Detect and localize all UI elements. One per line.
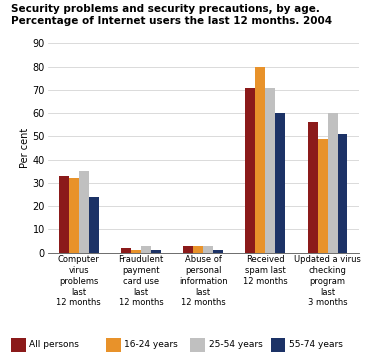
Bar: [79, 171, 89, 253]
Bar: [121, 248, 131, 253]
Bar: [318, 139, 328, 253]
Text: 55-74 years: 55-74 years: [289, 340, 343, 348]
Bar: [151, 251, 161, 253]
Bar: [59, 176, 69, 253]
Text: Security problems and security precautions, by age.: Security problems and security precautio…: [11, 4, 320, 14]
Bar: [246, 87, 255, 253]
Bar: [337, 134, 347, 253]
Bar: [213, 251, 223, 253]
Bar: [275, 113, 285, 253]
Bar: [255, 66, 265, 253]
Bar: [69, 178, 79, 253]
Bar: [193, 246, 203, 253]
Bar: [265, 87, 275, 253]
Y-axis label: Per cent: Per cent: [20, 128, 30, 168]
Bar: [308, 122, 318, 253]
Text: Percentage of Internet users the last 12 months. 2004: Percentage of Internet users the last 12…: [11, 16, 332, 26]
Bar: [89, 197, 98, 253]
Bar: [141, 246, 151, 253]
Bar: [131, 251, 141, 253]
Bar: [183, 246, 193, 253]
Bar: [328, 113, 337, 253]
Text: 16-24 years: 16-24 years: [124, 340, 178, 348]
Bar: [203, 246, 213, 253]
Text: All persons: All persons: [29, 340, 79, 348]
Text: 25-54 years: 25-54 years: [209, 340, 262, 348]
